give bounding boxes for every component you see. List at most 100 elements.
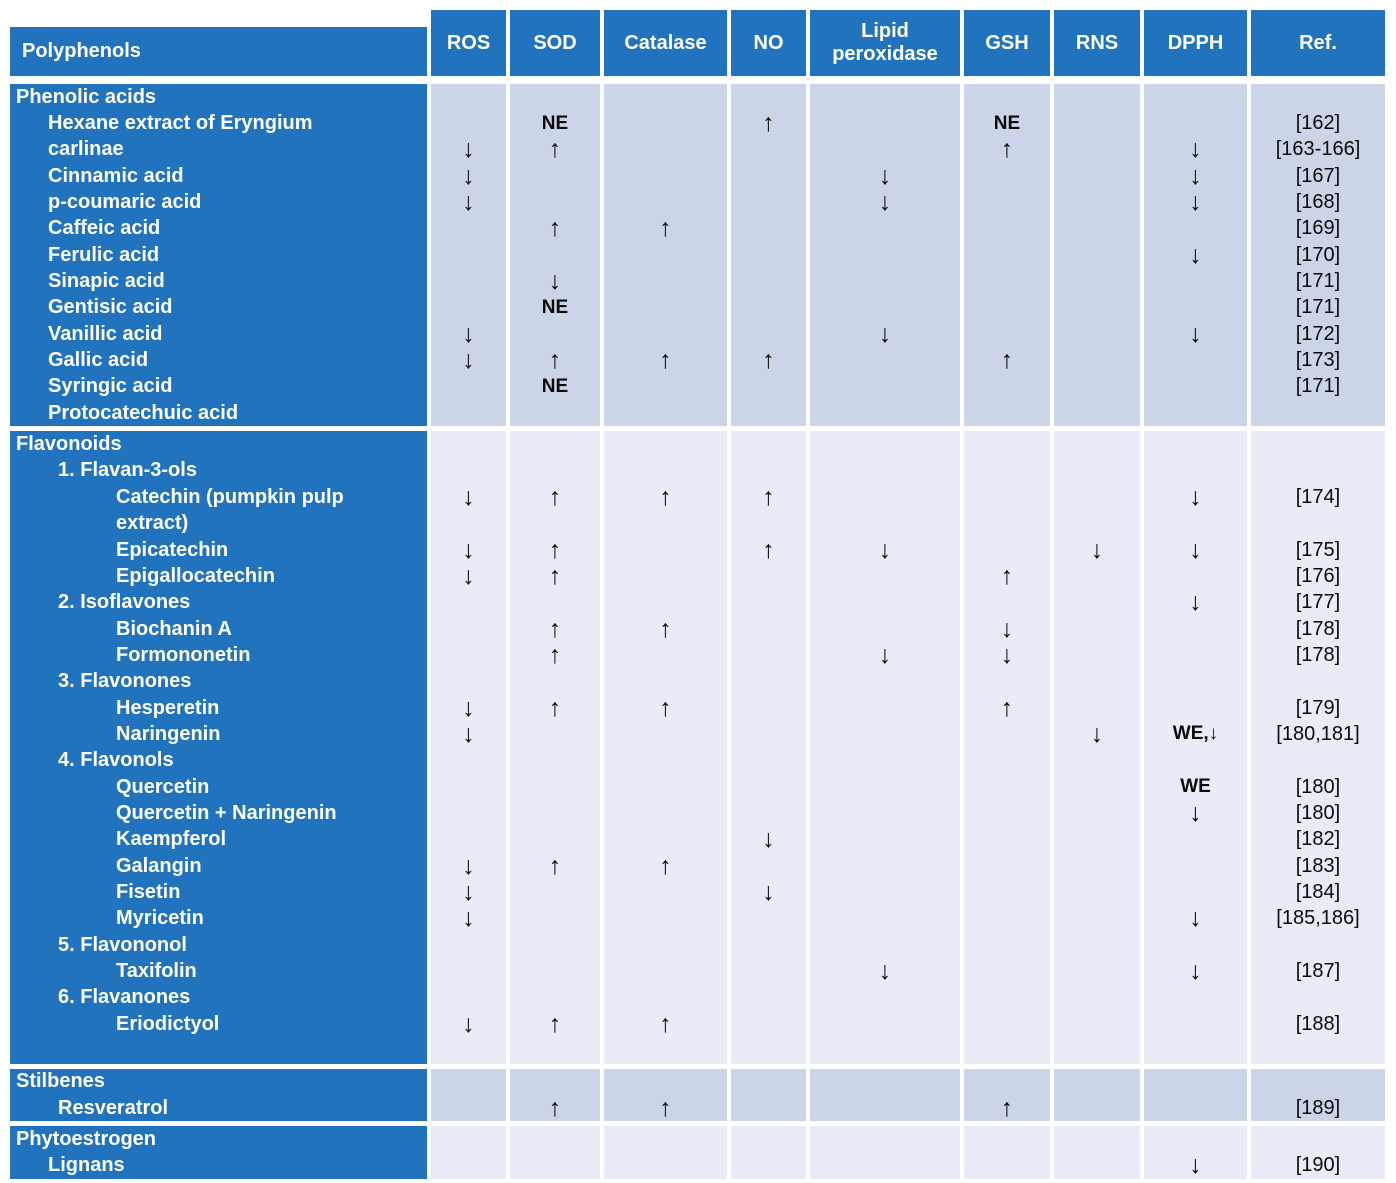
up-arrow-icon: ↑ xyxy=(659,482,672,511)
up-arrow-icon: ↑ xyxy=(548,214,562,243)
cell-gsh: ↓ xyxy=(964,642,1050,669)
cell-gsh: NE xyxy=(964,110,1050,137)
cell-no: ↑ xyxy=(731,109,806,138)
cell-catalase: ↑ xyxy=(604,1011,727,1038)
cell-lp xyxy=(810,932,960,959)
cell-ros: ↓ xyxy=(431,163,506,190)
table-row: 1. Flavan-3-ols xyxy=(10,457,1386,485)
table-row: 5. Flavononol xyxy=(10,932,1386,959)
table-row: Gallic acid ↓ ↑ ↑ ↑ ↑ [173] xyxy=(10,346,1386,375)
cell-ref: [176] xyxy=(1251,563,1385,590)
cell-ref xyxy=(1251,1126,1385,1153)
row-label: Phytoestrogen xyxy=(10,1126,427,1153)
row-label: Caffeic acid xyxy=(10,215,427,243)
cell-lp xyxy=(810,1037,960,1064)
cell-ref: [180] xyxy=(1251,800,1385,827)
cell-catalase xyxy=(604,958,727,985)
cell-ros xyxy=(431,800,506,827)
row-label: 4. Flavonols xyxy=(10,747,427,774)
cell-ros: ↓ xyxy=(431,1009,506,1038)
cell-ros xyxy=(431,668,506,695)
table-row: Galangin ↓ ↑ ↑ [183] xyxy=(10,851,1386,880)
cell-catalase xyxy=(604,747,727,774)
cell-catalase xyxy=(604,905,727,932)
cell-dpph: WE,↓ xyxy=(1144,721,1247,748)
cell-no: ↓ xyxy=(731,825,806,854)
cell-sod xyxy=(510,1068,600,1096)
cell-gsh xyxy=(964,457,1050,485)
table-row: Protocatechuic acid xyxy=(10,400,1386,427)
cell-sod xyxy=(510,163,600,190)
cell-ref: [180] xyxy=(1251,773,1385,801)
cell-catalase xyxy=(604,431,727,458)
cell-ref: [171] xyxy=(1251,268,1385,295)
row-label: 1. Flavan-3-ols xyxy=(10,457,427,485)
down-arrow-icon: ↓ xyxy=(1090,719,1104,748)
cell-sod: ↓ xyxy=(510,268,600,295)
cell-gsh xyxy=(964,294,1050,322)
cell-rns xyxy=(1054,1011,1140,1038)
cell-gsh xyxy=(964,984,1050,1012)
table-row: Taxifolin ↓ ↓ [187] xyxy=(10,958,1386,985)
row-label: Kaempferol xyxy=(10,826,427,853)
cell-no xyxy=(731,642,806,669)
table-row: Phenolic acids xyxy=(10,84,1386,111)
cell-dpph xyxy=(1144,457,1247,485)
column-header-lipid-peroxidase: Lipid peroxidase xyxy=(810,10,960,76)
down-arrow-icon: ↓ xyxy=(462,719,475,748)
cell-rns xyxy=(1054,615,1140,643)
cell-ref: [168] xyxy=(1251,189,1385,216)
column-header-polyphenols: Polyphenols xyxy=(10,27,427,76)
cell-catalase xyxy=(604,110,727,137)
row-label: Formononetin xyxy=(10,642,427,669)
row-label: Sinapic acid xyxy=(10,268,427,295)
cell-ros xyxy=(431,589,506,616)
cell-no xyxy=(731,84,806,111)
cell-rns xyxy=(1054,510,1140,537)
down-arrow-icon: ↓ xyxy=(762,825,775,854)
cell-no xyxy=(731,589,806,616)
cell-rns xyxy=(1054,1095,1140,1122)
cell-lp xyxy=(810,747,960,774)
cell-lp xyxy=(810,1152,960,1180)
down-arrow-icon: ↓ xyxy=(1189,240,1202,269)
cell-catalase xyxy=(604,536,727,564)
cell-catalase xyxy=(604,400,727,427)
down-arrow-icon: ↓ xyxy=(462,1009,475,1038)
up-arrow-icon: ↑ xyxy=(548,851,562,880)
cell-no xyxy=(731,242,806,269)
cell-lp xyxy=(810,852,960,880)
cell-ros xyxy=(431,615,506,643)
up-arrow-icon: ↑ xyxy=(548,1009,562,1038)
row-label: Gentisic acid xyxy=(10,294,427,322)
cell-no xyxy=(731,563,806,590)
down-arrow-icon: ↓ xyxy=(462,904,475,933)
cell-lp xyxy=(810,431,960,458)
cell-sod: ↑ xyxy=(510,536,600,564)
cell-ref xyxy=(1251,84,1385,111)
table-row: Lignans ↓ [190] xyxy=(10,1152,1386,1180)
cell-ref: [184] xyxy=(1251,879,1385,906)
down-arrow-icon: ↓ xyxy=(462,877,475,906)
cell-no: ↑ xyxy=(731,347,806,374)
cell-no xyxy=(731,163,806,190)
cell-catalase xyxy=(604,163,727,190)
column-header-gsh: GSH xyxy=(964,10,1050,76)
up-arrow-icon: ↑ xyxy=(548,693,562,722)
cell-catalase: ↑ xyxy=(604,615,727,643)
cell-ref: [182] xyxy=(1251,826,1385,853)
column-header-rns: RNS xyxy=(1054,10,1140,76)
up-arrow-icon: ↑ xyxy=(1000,346,1014,375)
cell-ros: ↓ xyxy=(431,536,506,564)
cell-gsh: ↑ xyxy=(964,1095,1050,1122)
cell-catalase xyxy=(604,800,727,827)
cell-sod xyxy=(510,747,600,774)
up-arrow-icon: ↑ xyxy=(762,109,775,138)
cell-ros: ↓ xyxy=(431,347,506,374)
cell-lp xyxy=(810,984,960,1012)
cell-sod: NE xyxy=(510,110,600,137)
cell-lp xyxy=(810,1068,960,1096)
cell-sod xyxy=(510,800,600,827)
cell-dpph xyxy=(1144,373,1247,401)
table-row: Kaempferol ↓ [182] xyxy=(10,825,1386,854)
